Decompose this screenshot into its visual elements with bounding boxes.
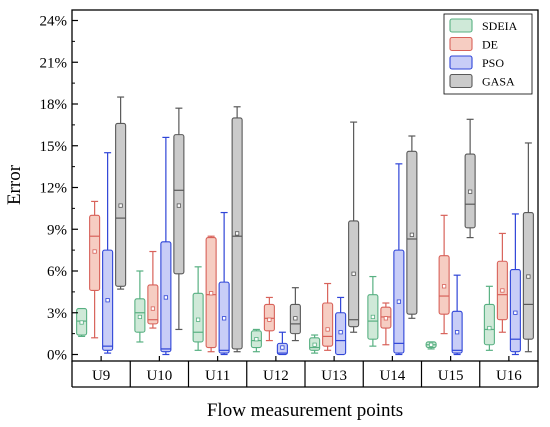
box-sdeia-u15	[425, 341, 437, 350]
box-gasa-u13	[348, 121, 360, 333]
box-de-u9	[89, 200, 101, 339]
mean-marker	[468, 189, 473, 194]
legend-swatch-sdeia	[449, 18, 473, 33]
box-gasa-u11	[231, 106, 243, 353]
mean-marker	[351, 271, 356, 276]
box-pso-u10	[160, 136, 172, 356]
mean-marker	[383, 316, 388, 321]
mean-marker	[254, 337, 259, 342]
y-tick-label: 24%	[40, 14, 68, 30]
x-tick-label: U14	[379, 368, 405, 384]
box-de-u13	[322, 282, 334, 351]
mean-marker	[235, 231, 240, 236]
box-sdeia-u13	[309, 334, 321, 354]
x-axis-title: Flow measurement points	[207, 400, 403, 421]
box-gasa-u16	[522, 142, 534, 353]
legend-label-sdeia: SDEIA	[482, 19, 518, 33]
box-pso-u15	[451, 274, 463, 356]
mean-marker	[396, 299, 401, 304]
mean-marker	[409, 232, 414, 237]
box-sdeia-u11	[192, 266, 204, 351]
legend-label-pso: PSO	[482, 56, 504, 70]
mean-marker	[513, 310, 518, 315]
box-sdeia-u14	[367, 275, 379, 347]
x-tick-label: U16	[496, 368, 522, 384]
y-axis: 0% 3% 6% 9% 12% 15% 18% 21% 24%	[40, 14, 78, 364]
mean-marker	[176, 203, 181, 208]
mean-marker	[442, 284, 447, 289]
box-body	[483, 303, 495, 346]
y-tick-label: 12%	[40, 181, 68, 197]
x-tick-label: U9	[92, 368, 110, 384]
mean-marker	[267, 317, 272, 322]
x-tick-label: U10	[146, 368, 172, 384]
box-gasa-u9	[115, 96, 127, 290]
mean-marker	[325, 327, 330, 332]
box-pso-u9	[102, 152, 114, 354]
box-sdeia-u10	[134, 270, 146, 343]
box-gasa-u10	[173, 107, 185, 331]
box-sdeia-u16	[483, 285, 495, 351]
mean-marker	[105, 298, 110, 303]
mean-marker	[196, 317, 201, 322]
y-tick-label: 6%	[47, 264, 67, 280]
y-tick-label: 18%	[40, 97, 68, 113]
legend-swatch-pso	[449, 55, 473, 70]
mean-marker	[222, 316, 227, 321]
mean-marker	[92, 249, 97, 254]
legend: SDEIA DE PSO GASA	[443, 13, 533, 95]
mean-marker	[293, 316, 298, 321]
mean-marker	[163, 295, 168, 300]
box-pso-u13	[335, 296, 347, 356]
mean-marker	[455, 330, 460, 335]
mean-marker	[370, 314, 375, 320]
x-tick-label: U12	[263, 368, 289, 384]
x-tick-label: U15	[438, 368, 464, 384]
box-de-u10	[147, 250, 159, 329]
box-pso-u14	[393, 163, 405, 356]
mean-marker	[280, 345, 285, 350]
mean-marker	[79, 320, 84, 325]
box-de-u16	[496, 232, 508, 333]
mean-marker	[150, 306, 155, 311]
mean-marker	[526, 274, 531, 279]
y-tick-label: 21%	[40, 55, 68, 71]
y-tick-label: 15%	[40, 139, 68, 155]
mean-marker	[487, 325, 492, 331]
box-pso-u16	[509, 213, 521, 356]
y-tick-label: 9%	[47, 222, 67, 238]
mean-marker	[338, 330, 343, 335]
y-tick-label: 3%	[47, 306, 67, 322]
box-gasa-u14	[406, 135, 418, 319]
box-pso-u12	[276, 331, 288, 356]
legend-label-de: DE	[482, 38, 498, 52]
y-tick-label: 0%	[47, 348, 67, 364]
box-sdeia-u12	[250, 328, 262, 353]
mean-marker	[137, 314, 142, 320]
x-axis: U9 U10 U11 U12 U13 U14 U15 U16	[71, 356, 539, 388]
box-body	[147, 284, 159, 325]
mean-marker	[312, 342, 317, 347]
box-de-u14	[380, 302, 392, 346]
plot-marks	[76, 96, 534, 356]
box-gasa-u15	[464, 118, 476, 239]
legend-label-gasa: GASA	[482, 75, 515, 89]
mean-marker	[500, 288, 505, 293]
y-axis-title: Error	[4, 164, 25, 205]
mean-marker	[118, 203, 123, 208]
box-de-u15	[438, 214, 450, 335]
box-de-u12	[263, 296, 275, 342]
x-tick-label: U13	[321, 368, 347, 384]
box-de-u11	[205, 235, 217, 353]
x-tick-label: U11	[205, 368, 230, 384]
box-pso-u11	[218, 211, 230, 356]
mean-marker	[209, 291, 214, 296]
box-gasa-u12	[289, 287, 301, 342]
legend-swatch-gasa	[449, 73, 473, 89]
box-body	[322, 302, 334, 347]
mean-marker	[429, 342, 434, 347]
legend-swatch-de	[449, 36, 473, 52]
box-sdeia-u9	[76, 307, 88, 338]
